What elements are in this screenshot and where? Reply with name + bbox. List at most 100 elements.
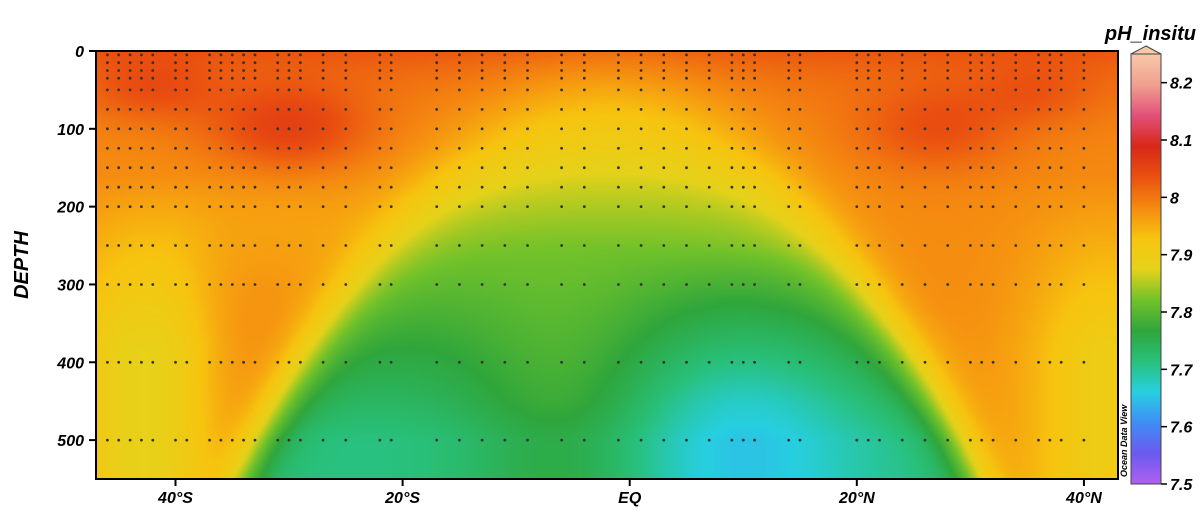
sample-point: [1048, 360, 1052, 364]
sample-point: [991, 69, 995, 72]
sample-point: [117, 185, 121, 189]
sample-point: [219, 146, 223, 150]
sample-point: [389, 127, 393, 131]
sample-point: [560, 185, 563, 189]
sample-point: [480, 88, 484, 92]
sample-point: [389, 244, 393, 247]
sample-point: [185, 438, 189, 442]
sample-point: [946, 61, 950, 65]
sample-point: [242, 185, 246, 189]
sample-point: [299, 88, 302, 92]
sample-point: [378, 108, 382, 111]
sample-point: [219, 88, 223, 92]
y-tick-label: 500: [57, 433, 84, 450]
sample-point: [855, 205, 859, 209]
sample-point: [458, 69, 461, 72]
sample-point: [526, 53, 529, 57]
colorbar-top-cap: [1130, 45, 1162, 55]
sample-point: [639, 88, 643, 92]
sample-point: [991, 76, 995, 80]
sample-point: [458, 127, 461, 131]
sample-point: [480, 61, 484, 65]
sample-point: [458, 166, 461, 170]
sample-point: [855, 127, 859, 131]
sample-point: [991, 61, 995, 65]
sample-point: [969, 69, 972, 72]
sample-point: [1082, 438, 1086, 442]
sample-point: [923, 438, 927, 442]
sample-point: [923, 360, 927, 364]
sample-point: [299, 244, 302, 247]
sample-point: [969, 76, 972, 80]
sample-point: [980, 69, 984, 72]
sample-point: [662, 185, 666, 189]
sample-point: [639, 185, 643, 189]
sample-point: [344, 166, 348, 170]
sample-point: [685, 205, 688, 209]
sample-point: [639, 127, 643, 131]
sample-point: [639, 76, 643, 80]
sample-point: [299, 61, 302, 65]
sample-point: [707, 360, 711, 364]
sample-point: [582, 185, 586, 189]
y-axis: 0 100 200 300 400 500: [56, 44, 96, 450]
sample-point: [230, 108, 234, 111]
sample-point: [276, 283, 280, 286]
sample-point: [1014, 61, 1018, 65]
sample-point: [1037, 88, 1040, 92]
sample-point: [1082, 166, 1086, 170]
sample-point: [174, 283, 177, 286]
sample-point: [878, 53, 881, 57]
sample-point: [798, 360, 802, 364]
sample-point: [1048, 61, 1052, 65]
sample-point: [299, 205, 302, 209]
sample-point: [1048, 244, 1052, 247]
sample-point: [980, 283, 984, 286]
sample-point: [117, 53, 121, 57]
sample-point: [969, 205, 972, 209]
sample-point: [707, 185, 711, 189]
sample-point: [128, 53, 132, 57]
sample-point: [117, 76, 121, 80]
sample-point: [480, 205, 484, 209]
sample-point: [242, 146, 246, 150]
sample-point: [174, 88, 177, 92]
sample-point: [219, 438, 223, 442]
sample-point: [1048, 88, 1052, 92]
sample-point: [787, 127, 791, 131]
sample-point: [991, 88, 995, 92]
sample-point: [730, 69, 734, 72]
sample-point: [117, 146, 121, 150]
sample-point: [900, 205, 904, 209]
sample-point: [1059, 108, 1063, 111]
sample-point: [185, 108, 189, 111]
sample-point: [117, 438, 121, 442]
sample-point: [662, 283, 666, 286]
sample-point: [321, 53, 325, 57]
y-tick-label: 200: [56, 200, 84, 217]
sample-point: [787, 53, 791, 57]
sample-point: [242, 166, 246, 170]
sample-point: [639, 108, 643, 111]
sample-point: [1059, 205, 1063, 209]
sample-point: [900, 166, 904, 170]
sample-point: [321, 69, 325, 72]
sample-point: [1082, 69, 1086, 72]
sample-point: [900, 61, 904, 65]
sample-point: [662, 146, 666, 150]
sample-point: [787, 283, 791, 286]
sample-point: [117, 360, 121, 364]
sample-point: [458, 205, 461, 209]
sample-point: [526, 185, 529, 189]
sample-point: [140, 205, 143, 209]
sample-point: [242, 108, 246, 111]
sample-point: [117, 88, 121, 92]
sample-point: [969, 53, 972, 57]
colorbar-ramp: [1130, 53, 1162, 485]
sample-point: [617, 127, 620, 131]
sample-point: [230, 88, 234, 92]
sample-point: [685, 88, 688, 92]
sample-point: [1059, 53, 1063, 57]
sample-point: [855, 53, 859, 57]
sample-point: [185, 185, 189, 189]
